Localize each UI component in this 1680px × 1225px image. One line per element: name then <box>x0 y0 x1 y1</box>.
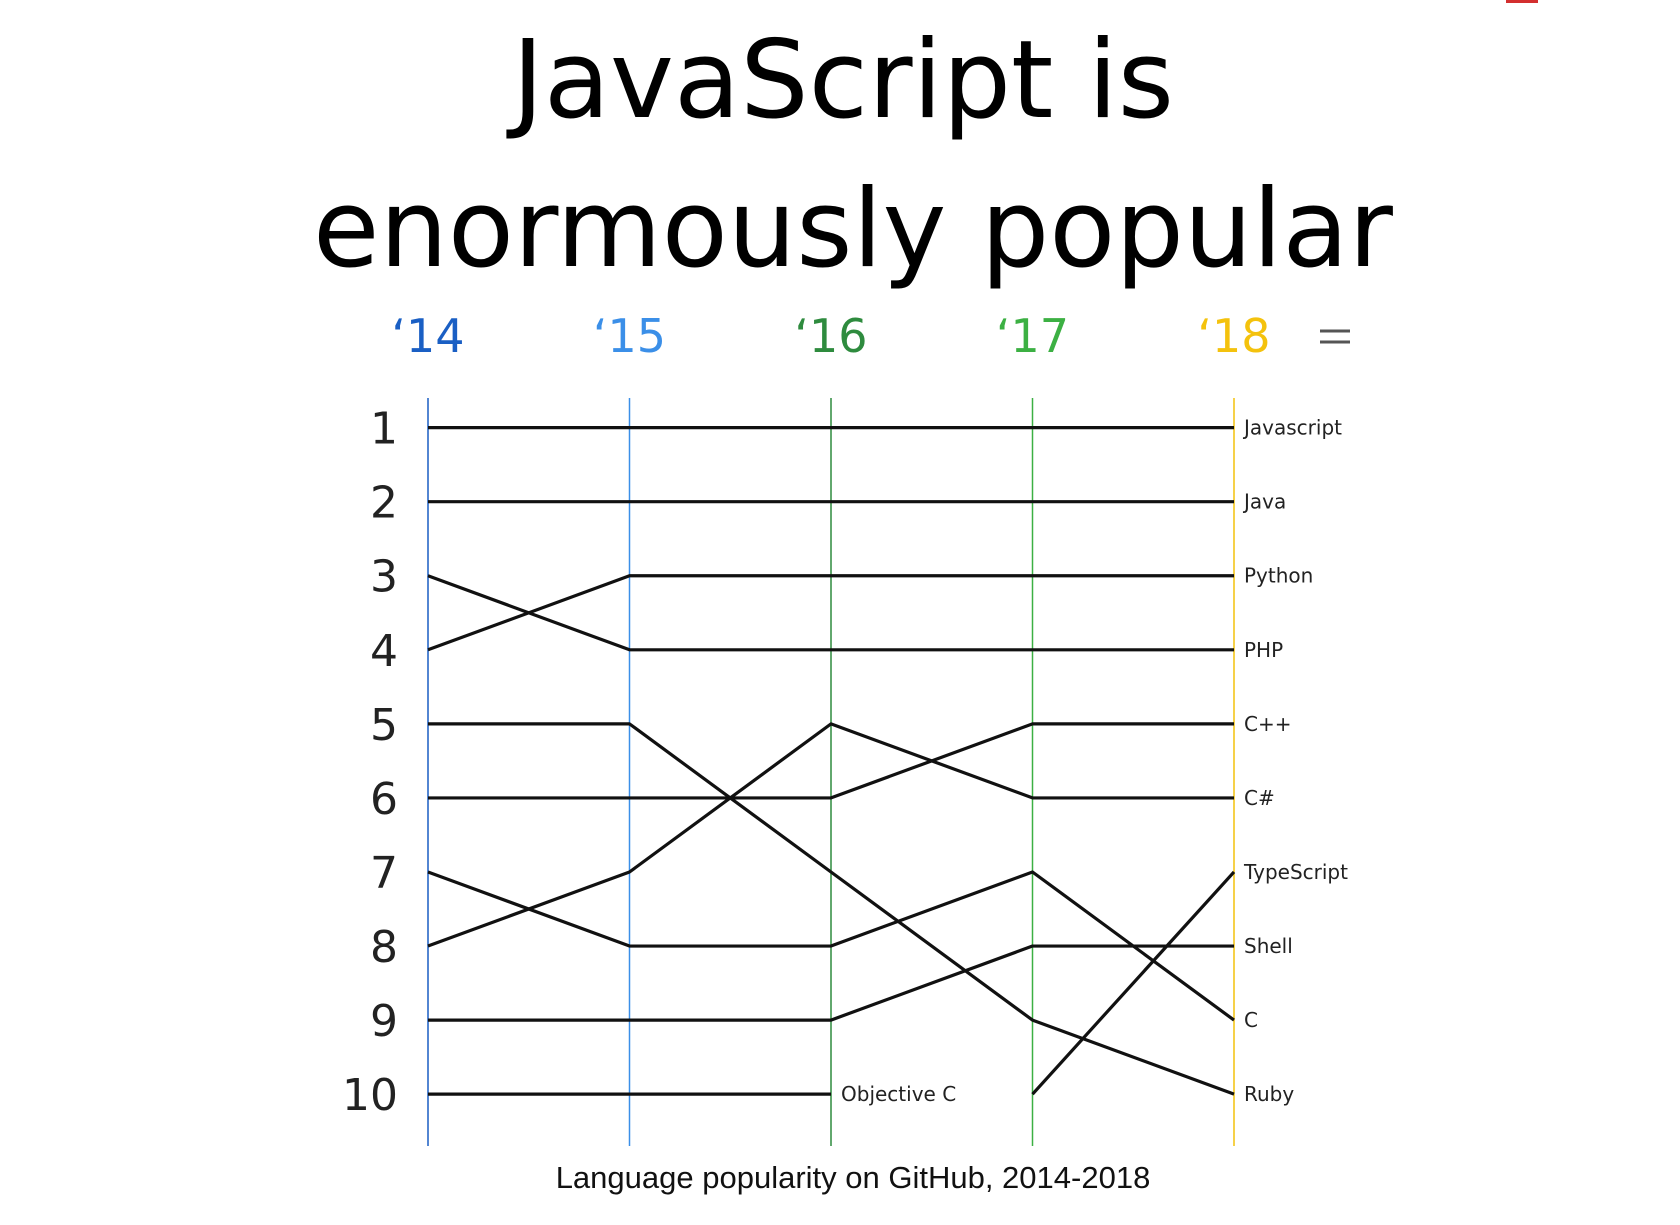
menu-icon <box>1320 329 1350 344</box>
caption: Language popularity on GitHub, 2014-2018 <box>556 1160 1151 1195</box>
title-line: JavaScript is <box>506 18 1174 143</box>
series-line <box>427 574 1234 652</box>
corner-mark <box>1506 0 1538 3</box>
series-line <box>427 574 1234 652</box>
x-tick-label: ‘17 <box>996 309 1069 363</box>
x-tick-label: ‘18 <box>1197 309 1270 363</box>
series-label: C++ <box>1244 712 1291 736</box>
series-label: Javascript <box>1242 416 1342 440</box>
y-tick-label: 4 <box>370 626 398 677</box>
y-tick-label: 3 <box>370 552 398 603</box>
series-label: Python <box>1244 564 1313 588</box>
series-line <box>427 722 1234 948</box>
series-line <box>427 870 1235 1022</box>
series-line <box>428 722 1234 800</box>
y-tick-label: 8 <box>370 922 398 973</box>
y-tick-label: 2 <box>370 478 398 529</box>
series-label: TypeScript <box>1243 860 1348 884</box>
series-label: Ruby <box>1244 1082 1294 1106</box>
series-label: C# <box>1244 786 1275 810</box>
series-line <box>428 722 1235 1096</box>
y-tick-label: 6 <box>370 774 398 825</box>
series-label: C <box>1244 1008 1258 1032</box>
y-tick-label: 5 <box>370 700 398 751</box>
y-tick-label: 9 <box>370 996 398 1047</box>
title-line: enormously popular <box>313 167 1394 292</box>
series-label: Shell <box>1244 934 1293 958</box>
series-label: Objective C <box>841 1082 956 1106</box>
y-tick-label: 1 <box>370 404 398 455</box>
y-tick-label: 7 <box>370 848 398 899</box>
x-tick-label: ‘16 <box>794 309 867 363</box>
series-label: PHP <box>1244 638 1283 662</box>
series-line <box>428 944 1234 1022</box>
series-line <box>1031 870 1236 1096</box>
x-tick-label: ‘15 <box>593 309 666 363</box>
series-label: Java <box>1242 490 1286 514</box>
x-tick-label: ‘14 <box>391 309 464 363</box>
y-tick-label: 10 <box>342 1070 398 1121</box>
